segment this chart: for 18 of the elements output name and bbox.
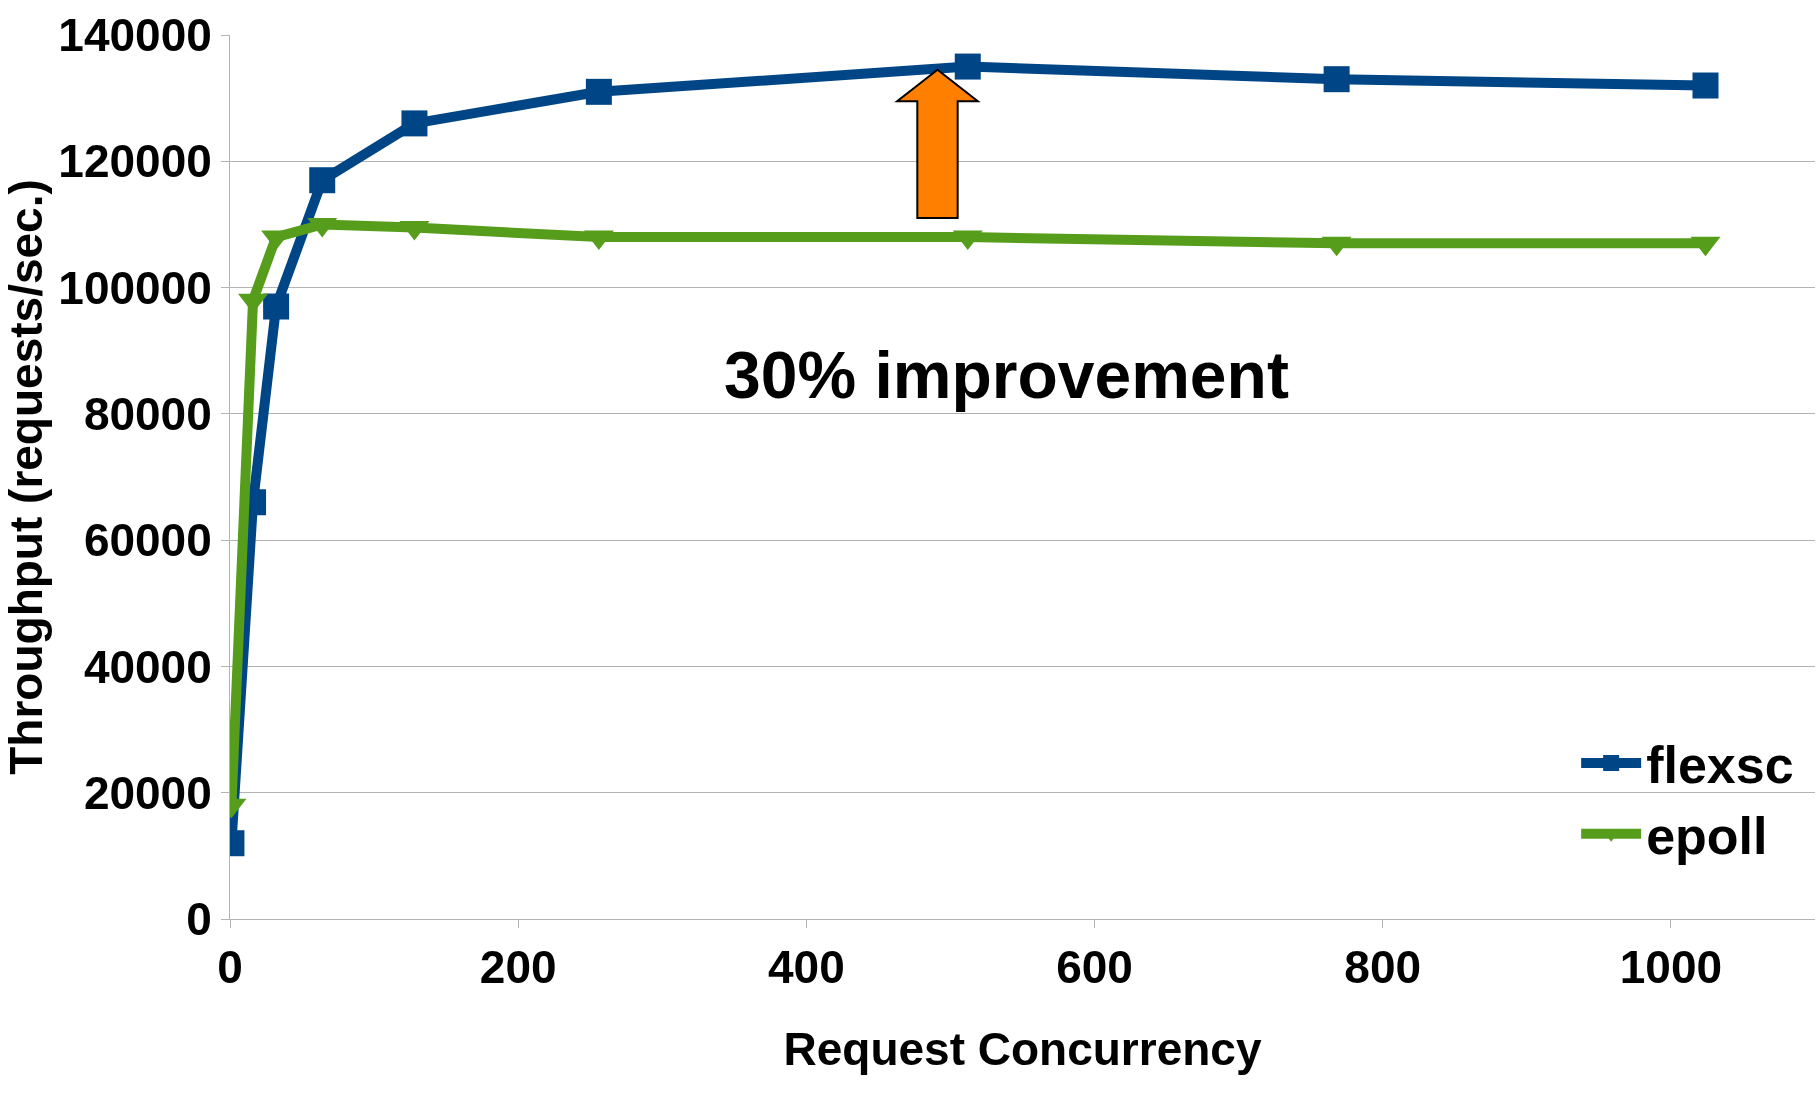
y-tick-label: 40000 — [83, 640, 212, 693]
x-axis-title: Request Concurrency — [783, 1022, 1262, 1075]
legend-label: epoll — [1646, 806, 1768, 865]
y-tick-label: 140000 — [58, 9, 212, 62]
y-tick-label: 100000 — [58, 261, 212, 314]
y-axis-title: Throughput (requests/sec.) — [0, 179, 52, 775]
y-tick-label: 0 — [186, 893, 212, 946]
y-tick-label: 60000 — [83, 514, 212, 567]
x-tick-label: 600 — [1056, 941, 1133, 994]
y-tick-label: 120000 — [58, 135, 212, 188]
y-tick-label: 20000 — [83, 766, 212, 819]
x-tick-label: 800 — [1344, 941, 1422, 994]
x-tick-label: 200 — [479, 941, 557, 994]
x-tick-label: 1000 — [1619, 941, 1723, 994]
annotation: 30% improvement — [724, 338, 1289, 412]
legend-label: flexsc — [1646, 736, 1794, 795]
y-tick-label: 80000 — [83, 387, 212, 440]
x-tick-label: 400 — [767, 941, 845, 994]
